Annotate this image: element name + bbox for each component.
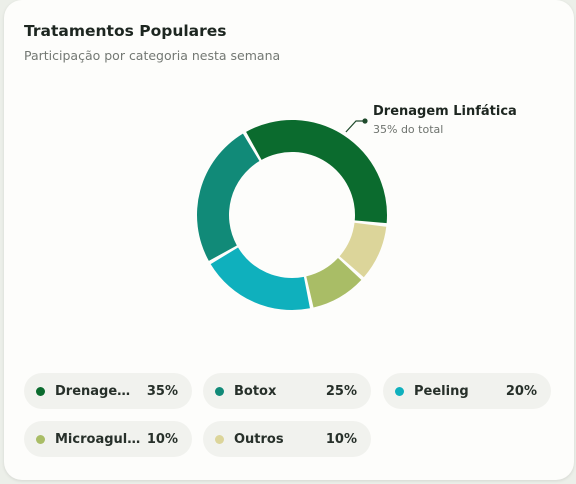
- donut-chart: Drenagem Linfática 35% do total: [196, 104, 517, 310]
- legend-item-drenagem[interactable]: Drenagem L... 35%: [24, 373, 192, 409]
- legend-item-outros[interactable]: Outros 10%: [203, 421, 371, 457]
- donut-slices: [196, 119, 387, 310]
- donut-slice-peeling[interactable]: [210, 247, 310, 310]
- card-title: Tratamentos Populares: [24, 22, 227, 40]
- legend-label: Outros: [234, 431, 284, 447]
- legend-value: 35%: [146, 383, 178, 399]
- legend-dot: [36, 386, 45, 396]
- callout-line: [345, 120, 365, 133]
- donut-slice-botox[interactable]: [196, 133, 260, 261]
- legend-label: Peeling: [414, 383, 469, 399]
- donut-slice-drenagem-linf-tica[interactable]: [246, 119, 387, 224]
- legend-item-peeling[interactable]: Peeling 20%: [383, 373, 551, 409]
- legend-dot: [215, 434, 224, 444]
- chart-card: Tratamentos Populares Participação por c…: [4, 0, 574, 480]
- legend-label: Botox: [234, 383, 277, 399]
- callout-label: Drenagem Linfática: [373, 104, 517, 119]
- legend-value: 25%: [325, 383, 357, 399]
- legend-value: 10%: [325, 431, 357, 447]
- callout: Drenagem Linfática 35% do total: [345, 104, 517, 136]
- card-subtitle: Participação por categoria nesta semana: [24, 48, 281, 63]
- callout-sublabel: 35% do total: [373, 123, 443, 136]
- legend-dot: [215, 386, 224, 396]
- legend-dot: [395, 386, 404, 396]
- legend-value: 20%: [505, 383, 537, 399]
- callout-dot: [362, 118, 368, 124]
- donut-slice-outros[interactable]: [339, 222, 387, 278]
- legend-value: 10%: [146, 431, 178, 447]
- legend-label: Microagulha...: [55, 431, 141, 447]
- legend-dot: [36, 434, 45, 444]
- legend-item-microagulhamento[interactable]: Microagulha... 10%: [24, 421, 192, 457]
- legend-item-botox[interactable]: Botox 25%: [203, 373, 371, 409]
- donut-slice-microagulhamento[interactable]: [306, 258, 362, 308]
- legend-label: Drenagem L...: [55, 383, 141, 399]
